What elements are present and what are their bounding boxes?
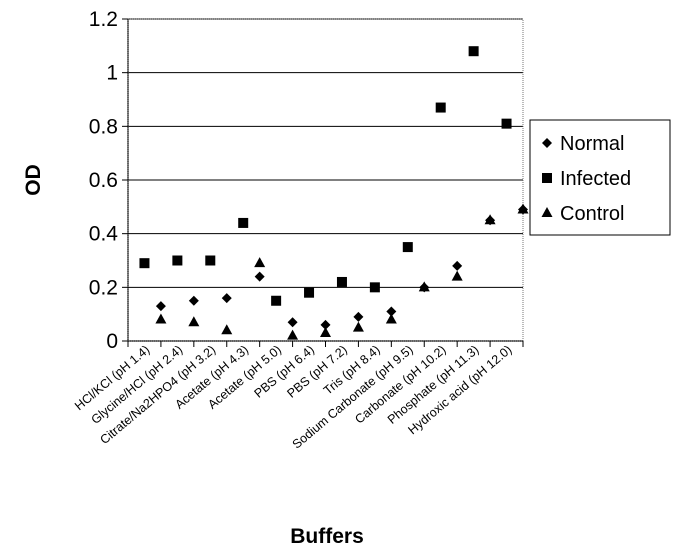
legend-label-normal: Normal [560, 133, 624, 155]
normal-point [353, 311, 364, 322]
normal-point [287, 317, 298, 328]
normal-point [254, 271, 265, 282]
control-point [451, 270, 463, 281]
y-tick-label: 0 [106, 330, 118, 353]
control-point [155, 313, 167, 324]
infected-point [336, 276, 347, 287]
infected-point [369, 282, 380, 293]
markers [139, 46, 529, 340]
control-point [320, 326, 331, 337]
infected-point [172, 255, 183, 266]
control-point [352, 321, 364, 332]
control-point [484, 214, 496, 225]
normal-point [320, 319, 331, 330]
legend-label-infected: Infected [560, 168, 631, 190]
legend-marker-normal [542, 138, 552, 148]
control-point [221, 324, 233, 335]
infected-point [304, 287, 315, 298]
legend-marker-control [541, 207, 553, 217]
normal-point [452, 260, 463, 271]
normal-point [386, 306, 397, 317]
y-tick-label: 0.8 [89, 115, 118, 138]
infected-point [205, 255, 216, 266]
infected-point [435, 102, 446, 113]
control-point [287, 329, 299, 340]
infected-point [468, 46, 479, 57]
control-point [385, 313, 397, 324]
infected-point [139, 258, 150, 269]
legend-marker-infected [542, 173, 552, 183]
infected-point [501, 118, 512, 129]
y-tick-label: 1.2 [89, 8, 118, 31]
gridlines [128, 18, 523, 288]
normal-point [221, 293, 232, 304]
infected-point [271, 295, 282, 306]
y-tick-label: 0.6 [89, 169, 118, 192]
normal-point [188, 295, 199, 306]
y-tick-label: 0.4 [89, 223, 119, 246]
legend-box [529, 119, 671, 236]
control-point [254, 257, 266, 268]
y-axis-ticks: 0 0.2 0.4 0.6 0.8 1 1.2 [89, 8, 128, 353]
control-point [188, 316, 200, 327]
x-axis-title: Buffers [290, 525, 364, 548]
infected-point [402, 242, 413, 253]
legend-label-control: Control [560, 203, 624, 225]
y-tick-label: 0.2 [89, 276, 118, 299]
legend: Normal Infected Control [529, 119, 671, 236]
control-point [418, 281, 430, 292]
normal-point [155, 301, 166, 312]
y-axis-title: OD [22, 164, 45, 196]
y-tick-label: 1 [106, 62, 118, 85]
infected-point [238, 217, 249, 228]
control-point [517, 203, 529, 214]
